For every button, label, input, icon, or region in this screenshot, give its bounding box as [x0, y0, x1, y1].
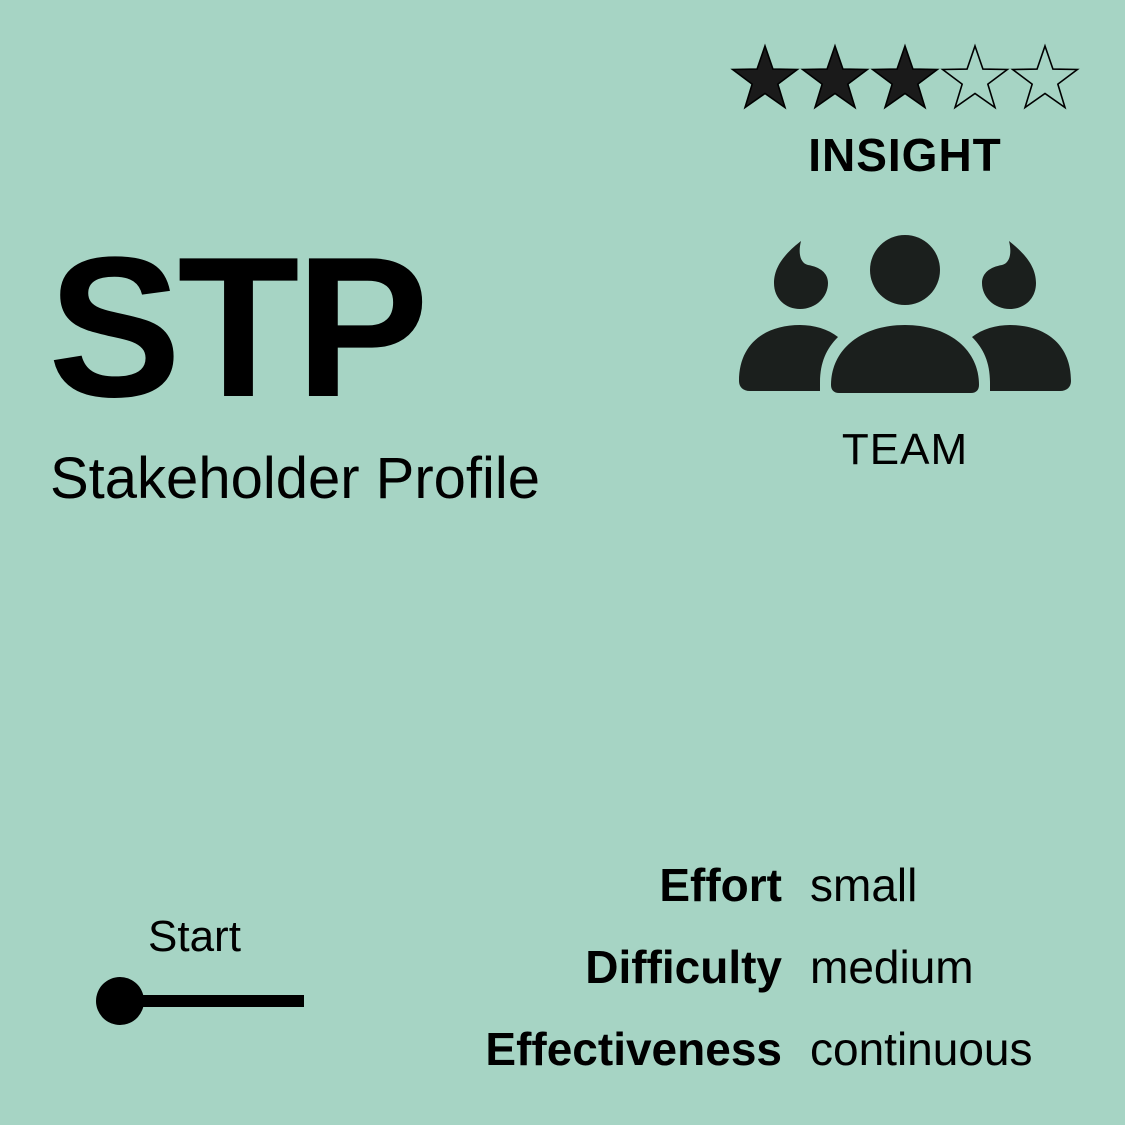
team-label: TEAM: [841, 425, 969, 474]
start-timeline-icon: [96, 977, 304, 1025]
star-empty-icon: [1010, 43, 1080, 110]
star-filled-icon: [800, 43, 870, 110]
card-code: STP: [48, 216, 429, 439]
metric-difficulty: Difficulty medium: [440, 940, 1120, 1022]
category-label: INSIGHT: [808, 129, 1002, 181]
star-filled-icon: [870, 43, 940, 110]
team-icon: [739, 235, 1071, 393]
metric-value: continuous: [810, 1023, 1033, 1075]
rating-stars: [730, 42, 1080, 122]
metric-value: medium: [810, 941, 974, 993]
metric-effort: Effort small: [440, 858, 1120, 940]
metric-key: Effort: [659, 859, 782, 911]
metric-effectiveness: Effectiveness continuous: [440, 1022, 1120, 1104]
metric-key: Difficulty: [585, 941, 782, 993]
card-title: Stakeholder Profile: [50, 446, 541, 511]
metric-key: Effectiveness: [485, 1023, 782, 1075]
star-empty-icon: [940, 43, 1010, 110]
timeline-label: Start: [148, 912, 241, 961]
metrics-list: Effort small Difficulty medium Effective…: [440, 858, 1120, 1104]
star-filled-icon: [730, 43, 800, 110]
metric-value: small: [810, 859, 918, 911]
